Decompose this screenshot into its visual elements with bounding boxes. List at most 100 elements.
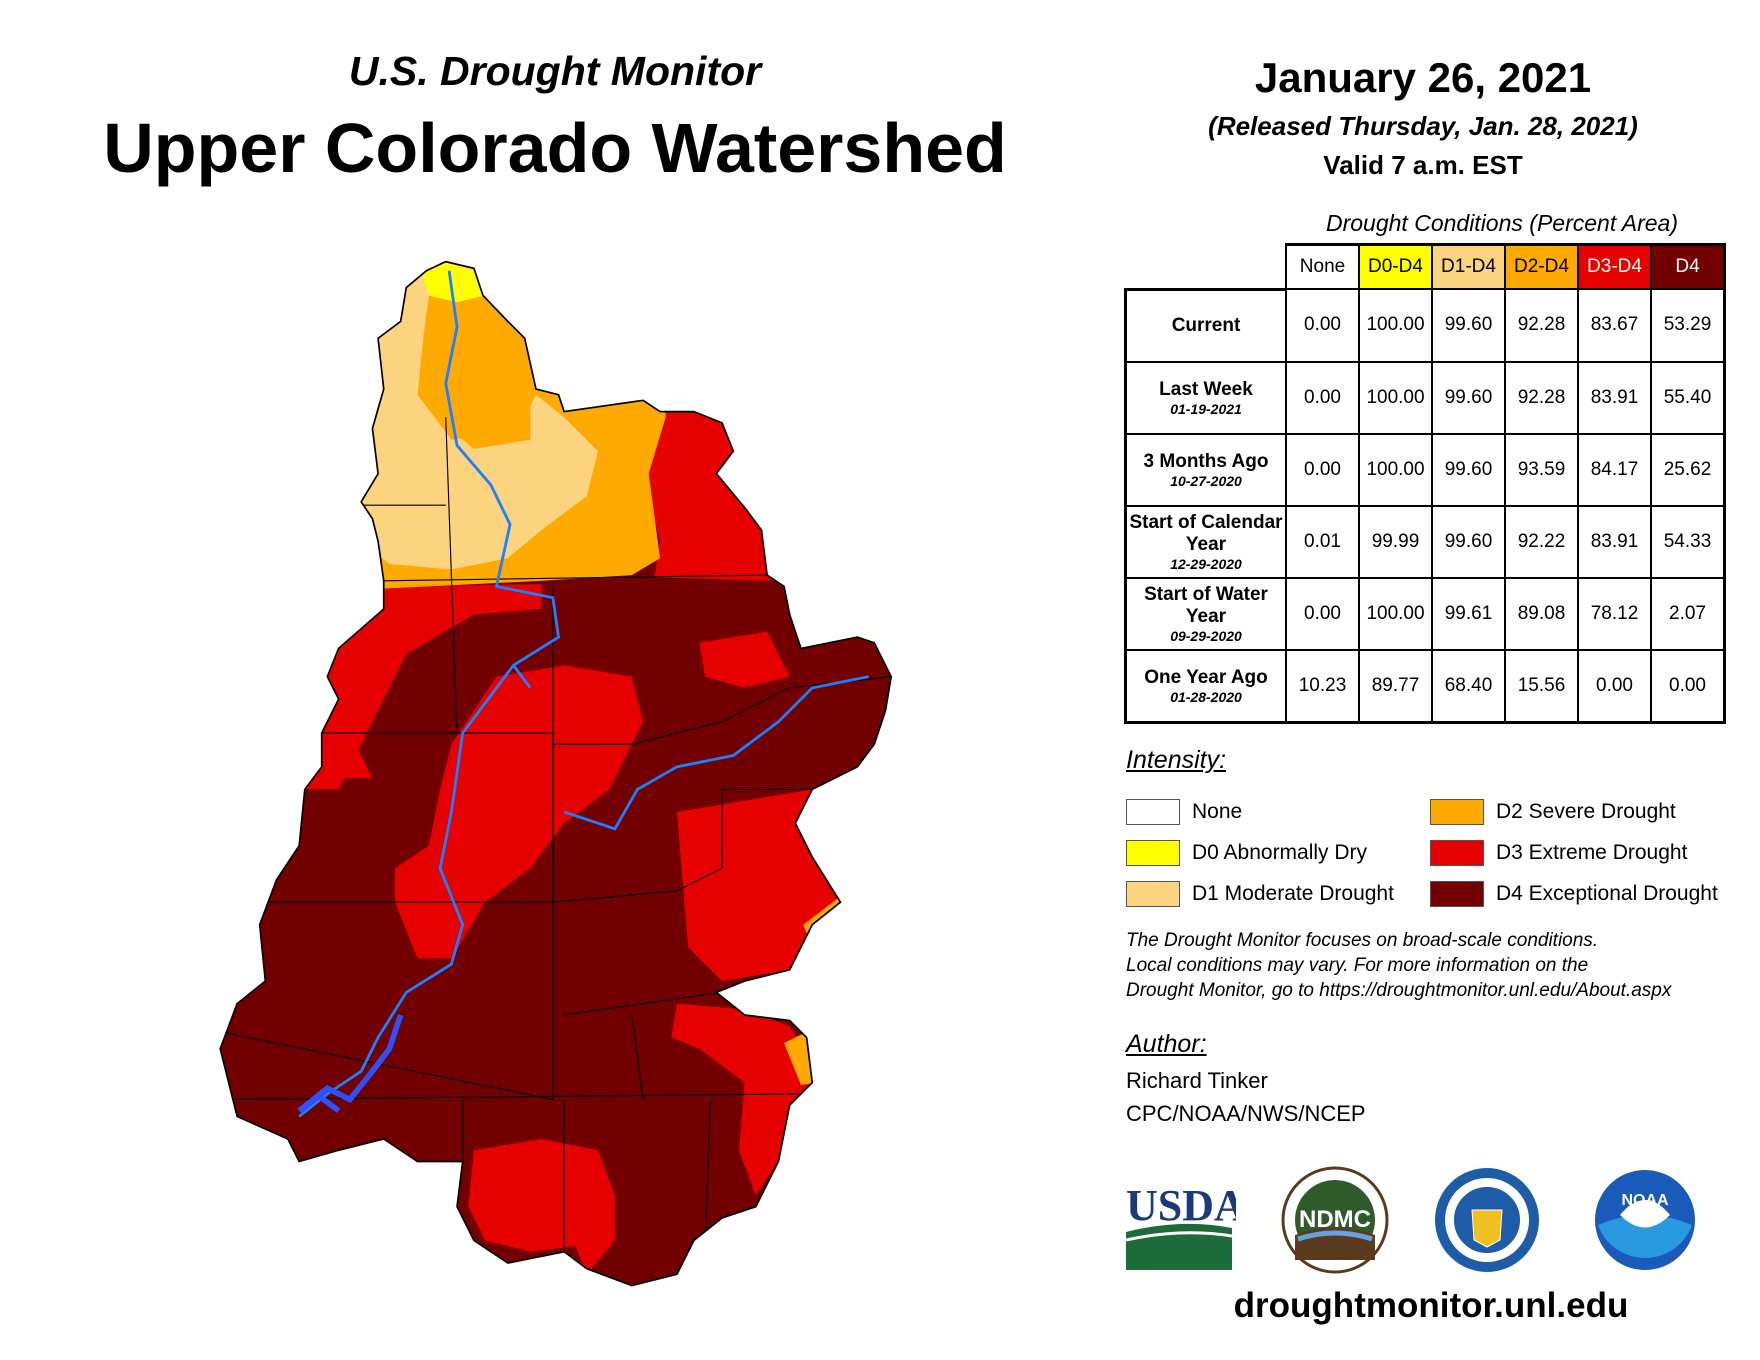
table-row: One Year Ago 01-28-2020 10.23 89.77 68.40 15.… — [1124, 648, 1726, 724]
column-header: None — [1285, 243, 1360, 290]
table-cell: 0.00 — [1285, 360, 1360, 435]
table-cell: 83.67 — [1577, 288, 1652, 363]
row-date: 09-29-2020 — [1170, 627, 1242, 644]
noaa-logo: NOAA — [1595, 1170, 1695, 1270]
drought-conditions-table: None D0-D4 D1-D4 D2-D4 D3-D4 D4 Current 0.00 10… — [1124, 243, 1726, 724]
legend-item: D3 Extreme Drought — [1430, 840, 1687, 866]
row-label: Last Week 01-19-2021 — [1124, 360, 1287, 435]
row-label: Start of Water Year 09-29-2020 — [1124, 576, 1287, 651]
map-title: Upper Colorado Watershed — [103, 109, 1007, 187]
legend-item: D0 Abnormally Dry — [1126, 840, 1367, 866]
table-cell: 0.00 — [1285, 432, 1360, 507]
author-org: CPC/NOAA/NWS/NCEP — [1126, 1101, 1366, 1126]
legend-swatch — [1126, 881, 1180, 907]
column-header: D3-D4 — [1577, 243, 1652, 290]
legend-swatch — [1430, 799, 1484, 825]
table-cell: 93.59 — [1504, 432, 1579, 507]
table-row: Start of Water Year 09-29-2020 0.00 100.00 9… — [1124, 576, 1726, 651]
table-cell: 0.00 — [1650, 648, 1726, 724]
legend-title: Intensity: — [1126, 746, 1227, 774]
commerce-logo — [1435, 1168, 1539, 1272]
legend-swatch — [1430, 881, 1484, 907]
legend-label: D4 Exceptional Drought — [1496, 882, 1718, 905]
table-corner — [1125, 244, 1286, 291]
row-label-text: Last Week — [1159, 378, 1253, 400]
map-date: January 26, 2021 — [1254, 54, 1592, 101]
table-cell: 99.61 — [1431, 576, 1506, 651]
table-cell: 25.62 — [1650, 432, 1726, 507]
legend-item: D2 Severe Drought — [1430, 799, 1676, 825]
row-label: One Year Ago 01-28-2020 — [1124, 648, 1287, 724]
table-cell: 2.07 — [1650, 576, 1726, 651]
table-row: Last Week 01-19-2021 0.00 100.00 99.60 92.28 8… — [1124, 360, 1726, 435]
legend-swatch — [1126, 840, 1180, 866]
legend-swatch — [1126, 799, 1180, 825]
table-cell: 99.60 — [1431, 504, 1506, 579]
svg-text:USDA: USDA — [1126, 1181, 1236, 1230]
column-header: D1-D4 — [1431, 243, 1506, 290]
table-cell: 100.00 — [1358, 288, 1433, 363]
column-header: D0-D4 — [1358, 243, 1433, 290]
disclaimer-line: Local conditions may vary. For more info… — [1126, 955, 1589, 976]
table-cell: 89.77 — [1358, 648, 1433, 724]
table-cell: 0.00 — [1285, 576, 1360, 651]
d1-area — [349, 261, 598, 570]
table-cell: 83.91 — [1577, 504, 1652, 579]
legend-label: D3 Extreme Drought — [1496, 841, 1688, 864]
row-label-text: Start of Calendar Year — [1129, 511, 1283, 555]
row-label-text: Start of Water Year — [1144, 583, 1268, 627]
valid-time: Valid 7 a.m. EST — [1323, 150, 1523, 180]
table-cell: 55.40 — [1650, 360, 1726, 435]
table-cell: 92.22 — [1504, 504, 1579, 579]
author-title: Author: — [1126, 1030, 1207, 1058]
table-cell: 99.60 — [1431, 360, 1506, 435]
column-header: D2-D4 — [1504, 243, 1579, 290]
table-cell: 84.17 — [1577, 432, 1652, 507]
legend-swatch — [1430, 840, 1484, 866]
legend-label: None — [1192, 800, 1243, 823]
table-cell: 99.60 — [1431, 288, 1506, 363]
table-cell: 100.00 — [1358, 576, 1433, 651]
table-caption: Drought Conditions (Percent Area) — [1326, 210, 1678, 236]
svg-text:NDMC: NDMC — [1299, 1206, 1371, 1233]
row-date: 12-29-2020 — [1170, 555, 1242, 572]
table-cell: 15.56 — [1504, 648, 1579, 724]
lake-powell — [297, 1014, 404, 1114]
row-date: 01-28-2020 — [1170, 688, 1242, 705]
table-cell: 99.99 — [1358, 504, 1433, 579]
legend-item: D1 Moderate Drought — [1126, 881, 1394, 907]
table-cell: 54.33 — [1650, 504, 1726, 579]
row-label-text: 3 Months Ago — [1143, 450, 1269, 472]
table-row: 3 Months Ago 10-27-2020 0.00 100.00 99.60 93.… — [1124, 432, 1726, 507]
legend-label: D1 Moderate Drought — [1192, 882, 1394, 905]
legend-label: D2 Severe Drought — [1496, 800, 1676, 823]
row-label-text: Current — [1171, 314, 1241, 336]
table-cell: 0.00 — [1577, 648, 1652, 724]
table-cell: 10.23 — [1285, 648, 1360, 724]
d3-areas — [293, 405, 858, 1275]
row-label: Current — [1124, 288, 1287, 363]
table-cell: 100.00 — [1358, 432, 1433, 507]
release-date: (Released Thursday, Jan. 28, 2021) — [1208, 111, 1638, 141]
usda-logo: USDA — [1126, 1181, 1236, 1270]
colorado-river — [298, 270, 869, 1118]
table-cell: 92.28 — [1504, 288, 1579, 363]
legend-item: None — [1126, 799, 1242, 825]
row-label: Start of Calendar Year 12-29-2020 — [1124, 504, 1287, 579]
row-date: 01-19-2021 — [1170, 400, 1242, 417]
table-cell: 0.00 — [1285, 288, 1360, 363]
disclaimer-line: The Drought Monitor focuses on broad-sca… — [1126, 930, 1599, 951]
table-cell: 53.29 — [1650, 288, 1726, 363]
legend-label: D0 Abnormally Dry — [1192, 841, 1368, 864]
ndmc-logo: NDMC — [1281, 1166, 1389, 1274]
table-cell: 78.12 — [1577, 576, 1652, 651]
table-row: Start of Calendar Year 12-29-2020 0.01 99.9… — [1124, 504, 1726, 579]
author-name: Richard Tinker — [1126, 1068, 1268, 1093]
table-cell: 100.00 — [1358, 360, 1433, 435]
table-row: Current 0.00 100.00 99.60 92.28 83.67 53.29 — [1124, 288, 1726, 363]
map-subtitle: U.S. Drought Monitor — [348, 48, 762, 94]
column-header: D4 — [1650, 243, 1726, 290]
website-link[interactable]: droughtmonitor.unl.edu — [1233, 1286, 1629, 1325]
row-date: 10-27-2020 — [1170, 472, 1242, 489]
disclaimer: The Drought Monitor focuses on broad-sca… — [1126, 928, 1760, 1003]
